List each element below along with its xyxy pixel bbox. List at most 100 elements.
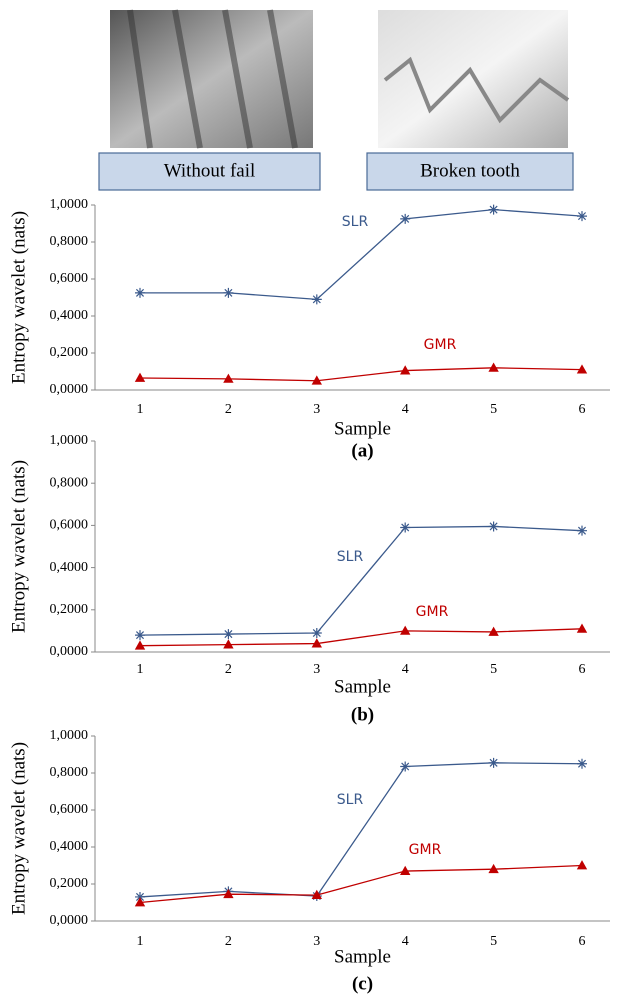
image-label: Without fail (164, 160, 256, 181)
data-point (134, 372, 146, 382)
y-tick-label: 0,8000 (50, 475, 89, 490)
y-tick-label: 0,4000 (50, 560, 89, 575)
x-tick-label: 3 (313, 934, 320, 949)
data-point (576, 623, 588, 633)
x-tick-label: 6 (579, 402, 586, 417)
data-point (311, 638, 322, 648)
data-point (223, 639, 234, 649)
data-point (400, 761, 411, 772)
x-tick-label: 5 (490, 402, 497, 417)
y-axis-title: Entropy wavelet (nats) (8, 742, 29, 915)
x-tick-label: 6 (579, 934, 586, 949)
data-point (134, 897, 146, 907)
y-tick-label: 0,6000 (50, 802, 89, 817)
data-point (135, 287, 145, 298)
series-label: SLR (342, 214, 369, 230)
data-point (400, 365, 411, 375)
data-point (135, 630, 145, 641)
data-point (488, 863, 499, 874)
x-tick-label: 4 (402, 934, 409, 949)
data-point (488, 626, 499, 636)
x-tick-label: 2 (225, 402, 232, 417)
data-point (577, 525, 587, 536)
y-tick-label: 0,4000 (50, 839, 89, 854)
series-line (139, 762, 583, 898)
x-tick-label: 3 (313, 402, 320, 417)
label-box (98, 152, 321, 191)
photo-gear (378, 10, 568, 148)
data-point (400, 625, 411, 635)
x-tick-label: 1 (137, 662, 144, 677)
data-point (400, 865, 411, 875)
data-point (223, 888, 234, 899)
data-point (223, 373, 234, 383)
y-tick-label: 0,0000 (50, 913, 89, 928)
x-tick-label: 6 (579, 662, 586, 677)
data-point (577, 758, 587, 769)
data-point (311, 889, 322, 899)
data-point (488, 204, 499, 215)
x-axis-title: Sample (334, 946, 391, 967)
label-box (366, 152, 574, 191)
series-line (139, 367, 583, 382)
data-point (311, 294, 322, 305)
x-axis-title: Sample (334, 676, 391, 697)
data-point (134, 640, 146, 650)
series-label: SLR (337, 792, 364, 808)
x-tick-label: 3 (313, 662, 320, 677)
data-point (488, 521, 499, 532)
y-tick-label: 0,4000 (50, 308, 89, 323)
y-axis-title: Entropy wavelet (nats) (8, 211, 29, 384)
data-point (223, 287, 234, 298)
y-tick-label: 0,8000 (50, 234, 89, 249)
caption: (b) (351, 704, 374, 725)
x-tick-label: 4 (402, 402, 409, 417)
series-label: SLR (337, 549, 364, 565)
x-tick-label: 4 (402, 662, 409, 677)
series-label: GMR (424, 337, 457, 353)
y-tick-label: 0,8000 (50, 765, 89, 780)
data-point (135, 891, 145, 902)
data-point (488, 757, 499, 768)
series-label: GMR (416, 604, 449, 620)
image-label: Broken tooth (420, 160, 520, 181)
series-label: GMR (409, 842, 442, 858)
data-point (311, 628, 322, 639)
x-axis-title: Sample (334, 418, 391, 439)
y-axis-title: Entropy wavelet (nats) (8, 460, 29, 633)
photo-detail (127, 9, 298, 149)
y-tick-label: 1,0000 (50, 433, 89, 448)
data-point (488, 362, 499, 372)
data-point (311, 375, 322, 385)
y-tick-label: 0,6000 (50, 271, 89, 286)
y-tick-label: 0,0000 (50, 382, 89, 397)
y-tick-label: 1,0000 (50, 728, 89, 743)
y-tick-label: 1,0000 (50, 197, 89, 212)
series-line (139, 525, 583, 636)
y-tick-label: 0,2000 (50, 345, 89, 360)
y-tick-label: 0,0000 (50, 644, 89, 659)
x-tick-label: 1 (137, 934, 144, 949)
y-tick-label: 0,6000 (50, 518, 89, 533)
caption: (a) (351, 440, 373, 461)
data-point (576, 364, 588, 374)
data-point (400, 522, 411, 533)
y-tick-label: 0,2000 (50, 876, 89, 891)
data-point (577, 211, 587, 222)
series-line (139, 628, 583, 647)
series-line (139, 864, 583, 904)
x-tick-label: 1 (137, 402, 144, 417)
data-point (576, 860, 588, 870)
photo-detail (383, 56, 570, 124)
data-point (223, 629, 234, 640)
x-tick-label: 5 (490, 934, 497, 949)
y-tick-label: 0,2000 (50, 602, 89, 617)
data-point (400, 213, 411, 224)
series-line (140, 208, 583, 301)
x-tick-label: 2 (225, 662, 232, 677)
x-tick-label: 2 (225, 934, 232, 949)
x-tick-label: 5 (490, 662, 497, 677)
caption: (c) (352, 973, 373, 994)
